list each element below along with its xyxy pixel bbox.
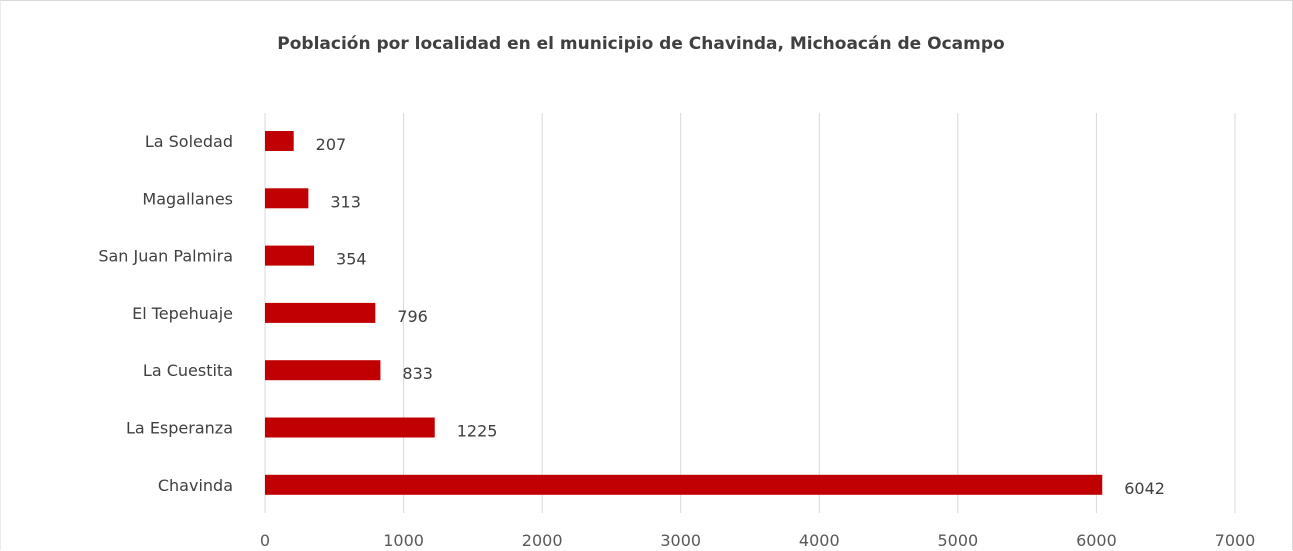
x-tick-label-1: 1000 bbox=[383, 531, 424, 550]
data-label-1: 313 bbox=[330, 192, 361, 211]
x-tick-label-5: 5000 bbox=[937, 531, 978, 550]
category-label-3: El Tepehuaje bbox=[132, 304, 233, 323]
data-label-2: 354 bbox=[336, 250, 367, 269]
category-label-5: La Esperanza bbox=[126, 419, 233, 438]
category-label-4: La Cuestita bbox=[143, 361, 233, 380]
x-tick-label-3: 3000 bbox=[660, 531, 701, 550]
data-label-6: 6042 bbox=[1124, 479, 1165, 498]
category-label-6: Chavinda bbox=[158, 476, 233, 495]
bar-6 bbox=[265, 474, 1103, 495]
category-label-0: La Soledad bbox=[145, 132, 233, 151]
x-tick-label-4: 4000 bbox=[799, 531, 840, 550]
bar-5 bbox=[265, 417, 435, 438]
chart-title: Población por localidad en el municipio … bbox=[277, 34, 1005, 54]
x-tick-label-0: 0 bbox=[260, 531, 270, 550]
category-label-2: San Juan Palmira bbox=[98, 247, 233, 266]
category-label-1: Magallanes bbox=[142, 189, 233, 208]
bar-0 bbox=[265, 131, 294, 151]
data-label-4: 833 bbox=[402, 364, 433, 383]
data-label-0: 207 bbox=[316, 135, 347, 154]
bar-3 bbox=[265, 302, 376, 323]
bar-2 bbox=[265, 245, 315, 266]
bar-4 bbox=[265, 360, 381, 381]
bar-1 bbox=[265, 188, 309, 209]
x-tick-label-6: 6000 bbox=[1076, 531, 1117, 550]
data-label-5: 1225 bbox=[457, 422, 498, 441]
x-tick-label-2: 2000 bbox=[522, 531, 563, 550]
data-label-3: 796 bbox=[397, 307, 428, 326]
x-tick-label-7: 7000 bbox=[1215, 531, 1256, 550]
